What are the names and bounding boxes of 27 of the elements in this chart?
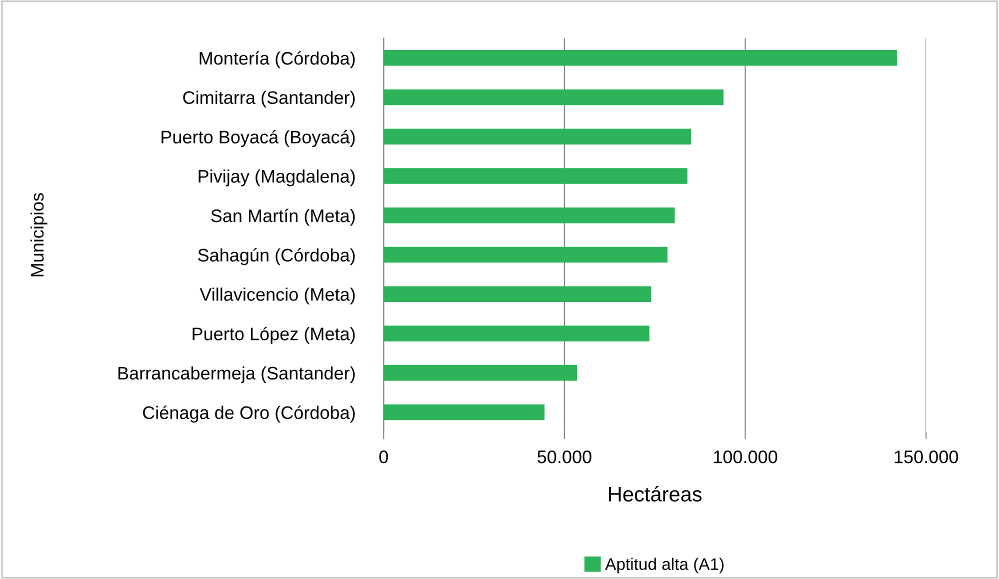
y-tick-label: Puerto Boyacá (Boyacá) xyxy=(162,130,355,148)
y-tick-label: Cimitarra (Santander) xyxy=(183,90,355,108)
y-tick-label: Villavicencio (Meta) xyxy=(200,288,355,304)
y-axis-title: Municipios xyxy=(30,193,48,276)
bar xyxy=(384,365,578,381)
y-tick-label: Ciénaga de Oro (Córdoba) xyxy=(142,406,355,423)
bar xyxy=(384,50,898,66)
bar xyxy=(384,208,675,224)
x-tick-label: 100.000 xyxy=(714,450,778,464)
bar xyxy=(384,89,724,106)
bar xyxy=(384,168,688,184)
x-tick-label: 50.000 xyxy=(538,450,592,464)
legend-label: Aptitud alta (A1) xyxy=(605,558,724,574)
y-tick-label: Sahagún (Córdoba) xyxy=(198,248,355,266)
y-tick-label: San Martín (Meta) xyxy=(211,208,355,226)
y-tick-label: Puerto López (Meta) xyxy=(192,326,355,344)
bar xyxy=(384,404,545,420)
x-tick-label: 150.000 xyxy=(894,450,958,464)
y-tick-label: Pivijay (Magdalena) xyxy=(198,169,355,186)
y-tick-label: Barrancabermeja (Santander) xyxy=(118,366,355,384)
bar xyxy=(384,326,650,342)
x-axis-title: Hectáreas xyxy=(609,486,702,502)
bar xyxy=(384,128,692,145)
bar xyxy=(384,246,668,263)
x-tick-label: 0 xyxy=(379,450,388,464)
bar xyxy=(384,286,652,302)
y-tick-label: Montería (Córdoba) xyxy=(200,51,355,68)
